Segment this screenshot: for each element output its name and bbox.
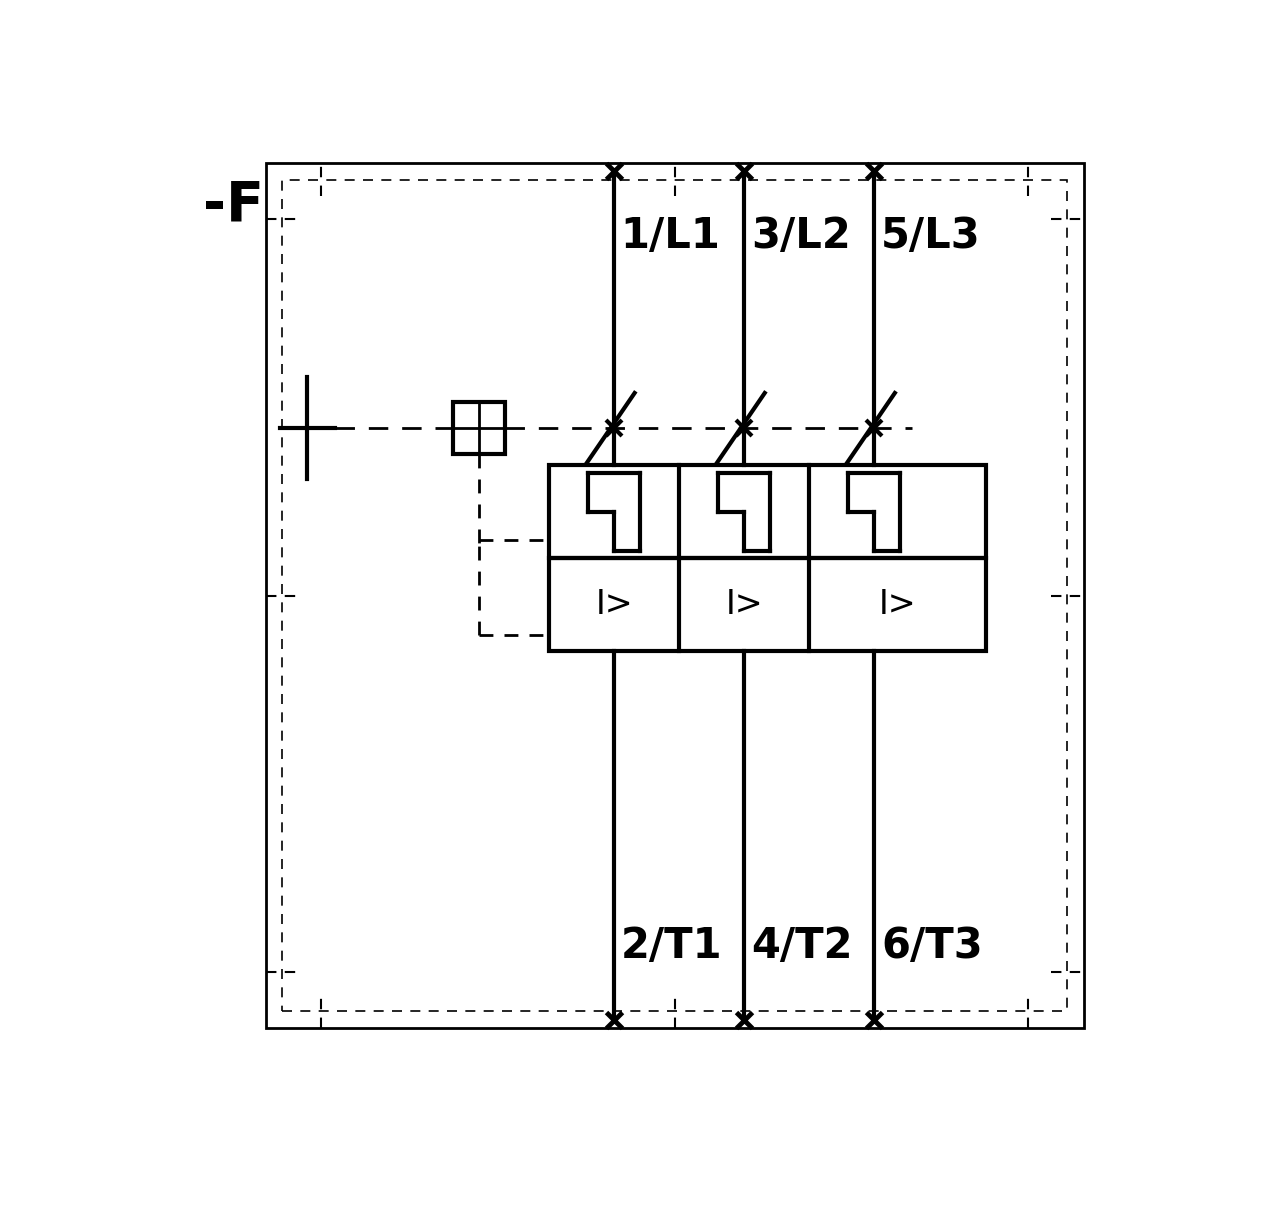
Text: -F: -F — [202, 179, 264, 232]
Text: 1/L1: 1/L1 — [621, 215, 721, 257]
Bar — [453, 402, 506, 454]
Bar — [266, 163, 1083, 1028]
Text: I>: I> — [726, 588, 763, 622]
Text: 5/L3: 5/L3 — [881, 215, 980, 257]
Text: I>: I> — [595, 588, 634, 622]
Bar — [283, 180, 1066, 1011]
Text: 3/L2: 3/L2 — [751, 215, 850, 257]
Text: 6/T3: 6/T3 — [881, 926, 983, 967]
Text: 4/T2: 4/T2 — [751, 926, 852, 967]
Text: I>: I> — [879, 588, 916, 622]
Text: 2/T1: 2/T1 — [621, 926, 722, 967]
Bar — [549, 559, 986, 652]
Bar — [549, 466, 986, 559]
